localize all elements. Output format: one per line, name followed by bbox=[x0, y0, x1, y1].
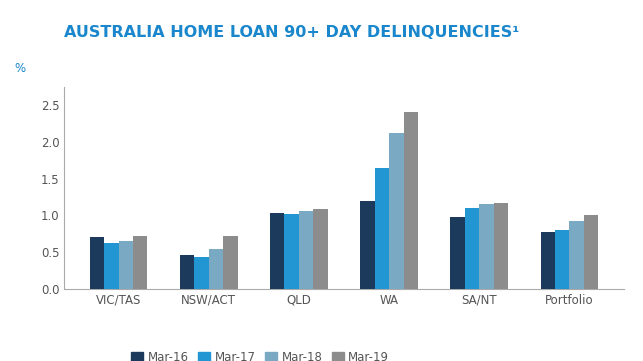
Legend: Mar-16, Mar-17, Mar-18, Mar-19: Mar-16, Mar-17, Mar-18, Mar-19 bbox=[131, 351, 389, 361]
Text: %: % bbox=[14, 61, 25, 74]
Bar bbox=[541, 232, 555, 289]
Text: AUSTRALIA HOME LOAN 90+ DAY DELINQUENCIES¹: AUSTRALIA HOME LOAN 90+ DAY DELINQUENCIE… bbox=[64, 25, 520, 40]
Bar bbox=[180, 255, 194, 289]
Bar bbox=[494, 203, 508, 289]
Bar bbox=[223, 236, 238, 289]
Bar bbox=[570, 221, 584, 289]
Bar bbox=[270, 213, 284, 289]
Bar bbox=[118, 241, 133, 289]
Bar bbox=[209, 249, 223, 289]
Bar bbox=[284, 214, 299, 289]
Bar bbox=[90, 237, 104, 289]
Bar bbox=[450, 217, 465, 289]
Bar bbox=[360, 201, 375, 289]
Bar bbox=[479, 204, 494, 289]
Bar bbox=[555, 230, 570, 289]
Bar bbox=[104, 243, 118, 289]
Bar bbox=[404, 112, 418, 289]
Bar bbox=[584, 215, 598, 289]
Bar bbox=[313, 209, 328, 289]
Bar bbox=[194, 257, 209, 289]
Bar bbox=[375, 168, 389, 289]
Bar bbox=[389, 133, 404, 289]
Bar bbox=[133, 236, 147, 289]
Bar bbox=[299, 211, 313, 289]
Bar bbox=[465, 208, 479, 289]
